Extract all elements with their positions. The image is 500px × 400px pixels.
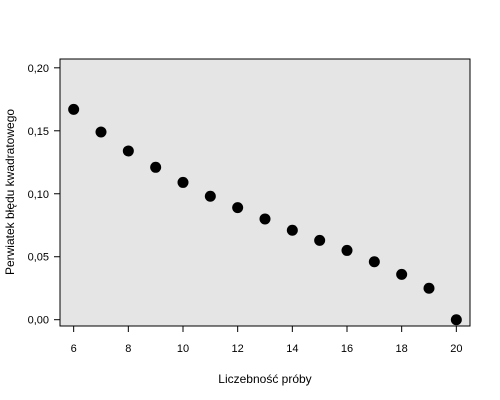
data-point xyxy=(396,268,408,280)
data-point xyxy=(286,224,298,236)
y-tick-label: 0,20 xyxy=(28,63,49,75)
x-tick-label: 6 xyxy=(71,343,77,355)
data-points xyxy=(68,103,462,326)
x-tick-label: 10 xyxy=(177,343,189,355)
y-tick-label: 0,05 xyxy=(28,252,49,264)
data-point xyxy=(314,234,326,246)
data-point xyxy=(122,145,134,157)
data-point xyxy=(68,103,80,115)
data-point xyxy=(150,161,162,173)
x-tick-label: 16 xyxy=(341,343,353,355)
x-axis: 6 8 10 12 14 16 18 20 xyxy=(71,326,462,355)
data-point xyxy=(450,314,462,326)
x-tick-label: 8 xyxy=(125,343,131,355)
y-axis-title: Perwiatek błędu kwadratowego xyxy=(3,109,17,275)
x-tick-label: 12 xyxy=(232,343,244,355)
plot-area xyxy=(59,58,471,327)
y-tick-label: 0,15 xyxy=(28,126,49,138)
data-point xyxy=(95,126,107,138)
y-axis: 0,00 0,05 0,10 0,15 0,20 xyxy=(28,63,60,327)
y-tick-label: 0,00 xyxy=(28,315,49,327)
x-tick-label: 14 xyxy=(286,343,298,355)
x-axis-title: Liczebność próby xyxy=(218,372,311,386)
data-point xyxy=(259,213,271,225)
x-tick-label: 20 xyxy=(450,343,462,355)
data-point xyxy=(232,202,244,214)
data-point xyxy=(368,256,380,268)
data-point xyxy=(204,190,216,202)
x-tick-label: 18 xyxy=(396,343,408,355)
data-point xyxy=(423,282,435,294)
data-point xyxy=(341,244,353,256)
data-point xyxy=(177,176,189,188)
y-tick-label: 0,10 xyxy=(28,189,49,201)
